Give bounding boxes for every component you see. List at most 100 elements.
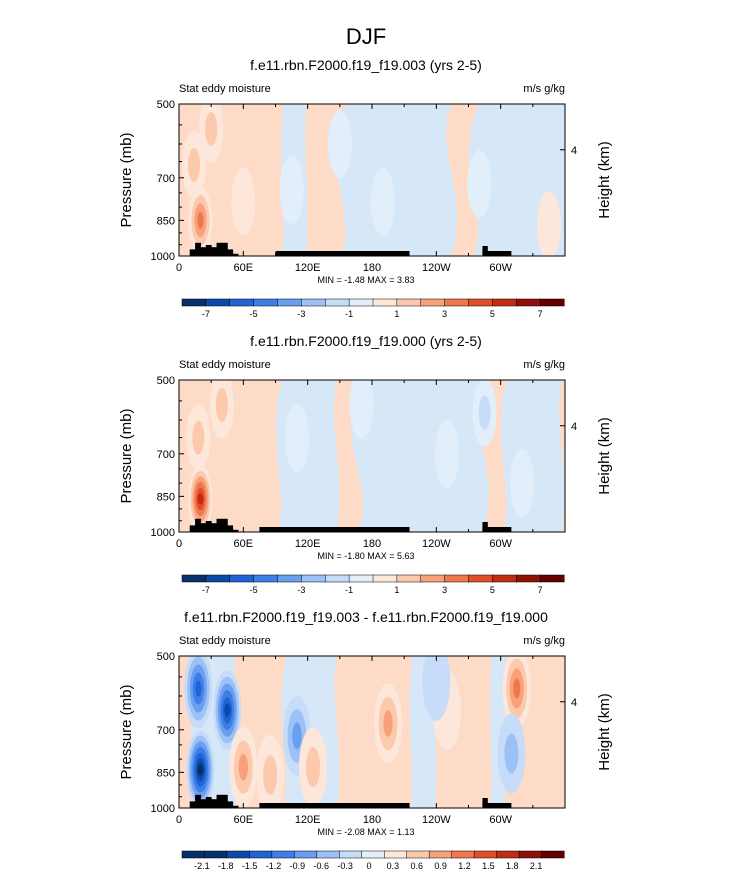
colorbar-label: -0.6 — [314, 861, 330, 871]
topography-bar — [232, 805, 239, 808]
contour-blob-2 — [224, 703, 231, 717]
colorbar-label: -5 — [250, 585, 258, 595]
field-negative-band — [275, 380, 340, 532]
x-tick-label: 60E — [234, 538, 254, 550]
colorbar-label: -7 — [202, 309, 210, 319]
x-tick-label: 120W — [422, 814, 451, 826]
chart-panel-1: f.e11.rbn.F2000.f19_f19.003 (yrs 2-5) Sta… — [118, 57, 613, 319]
colorbar-swatch — [518, 850, 543, 859]
topography-plateau — [275, 251, 410, 256]
contour-blob-10 — [513, 678, 521, 699]
colorbar-swatch — [348, 298, 374, 307]
contour-blob-7 — [306, 747, 321, 788]
field-negative-band — [335, 104, 457, 256]
contour-blob-3 — [195, 680, 202, 697]
contour-blob-5 — [263, 754, 278, 795]
y-tick-label: 500 — [157, 651, 175, 663]
colorbar-swatch — [253, 574, 279, 583]
topography-bar — [227, 801, 234, 808]
x-tick-label: 60E — [234, 814, 254, 826]
x-tick-label: 60W — [489, 538, 512, 550]
colorbar-swatch — [451, 850, 475, 859]
colorbar-label: -3 — [297, 585, 305, 595]
topography-bar — [232, 253, 239, 256]
topography-bar — [221, 242, 228, 256]
colorbar-swatch — [516, 298, 541, 307]
colorbar-swatch — [271, 850, 295, 859]
colorbar-swatch — [277, 298, 302, 307]
colorbar-label: -2.1 — [194, 861, 210, 871]
colorbar-swatch — [396, 574, 422, 583]
field-negative-band — [351, 380, 490, 532]
colorbar-swatch — [444, 574, 470, 583]
contour-blob-4 — [231, 167, 256, 236]
topography-andes-base — [482, 527, 512, 532]
colorbar-swatch — [339, 850, 363, 859]
contour-blob-6 — [435, 419, 460, 488]
contour-blob-8 — [510, 449, 535, 518]
colorbar-label: 1 — [394, 585, 399, 595]
topography-bar — [232, 529, 239, 532]
colorbar-label: 0.9 — [434, 861, 447, 871]
contour-blob-1 — [197, 764, 204, 776]
colorbar-swatch — [396, 298, 422, 307]
colorbar-swatch — [325, 298, 350, 307]
y-tick-label: 850 — [157, 491, 175, 503]
topography-plateau — [259, 527, 410, 532]
y-tick-label: 700 — [157, 449, 175, 461]
contour-blob-5 — [349, 380, 374, 439]
topography-bar — [195, 242, 201, 256]
topography-bar — [211, 523, 218, 532]
y-tick-label: 1000 — [151, 803, 175, 815]
colorbar-label: 5 — [490, 309, 495, 319]
colorbar-label: 7 — [538, 585, 543, 595]
chart-title: f.e11.rbn.F2000.f19_f19.000 (yrs 2-5) — [250, 333, 482, 349]
colorbar-swatch — [541, 850, 565, 859]
colorbar-swatch — [249, 850, 273, 859]
colorbar-label: 1 — [394, 309, 399, 319]
x-tick-label: 60W — [489, 814, 512, 826]
topography-bar — [205, 797, 212, 808]
y-right-tick-label: 4 — [571, 697, 577, 709]
colorbar-label: -7 — [202, 585, 210, 595]
chart-left-label: Stat eddy moisture — [179, 359, 271, 371]
contour-blob-1 — [197, 493, 204, 505]
colorbar-label: 3 — [442, 309, 447, 319]
x-tick-label: 120E — [295, 814, 321, 826]
topography-bar — [211, 247, 218, 256]
colorbar-swatch — [420, 298, 446, 307]
y-tick-label: 850 — [157, 767, 175, 779]
topography-bar — [227, 525, 234, 532]
x-tick-label: 0 — [176, 814, 182, 826]
contour-blob-7 — [478, 395, 491, 430]
y-tick-label: 700 — [157, 725, 175, 737]
contour-blob-4 — [284, 403, 309, 472]
colorbar-swatch — [277, 574, 302, 583]
colorbar-swatch — [294, 850, 318, 859]
colorbar-swatch — [316, 850, 340, 859]
x-tick-label: 120E — [295, 538, 321, 550]
colorbar-swatch — [229, 298, 255, 307]
chart-field — [179, 104, 565, 256]
topography-bar — [200, 247, 207, 256]
colorbar-label: 0 — [367, 861, 372, 871]
contour-blob-5 — [279, 155, 304, 224]
y-right-tick-label: 4 — [571, 421, 577, 433]
chart-right-label: m/s g/kg — [523, 359, 565, 371]
x-tick-label: 120E — [295, 262, 321, 274]
topography-bar — [216, 518, 223, 532]
y-axis-title: Pressure (mb) — [118, 132, 135, 227]
colorbar-label: 2.1 — [530, 861, 543, 871]
colorbar-swatch — [181, 298, 207, 307]
chart-stats: MIN = -1.80 MAX = 5.63 — [317, 551, 414, 561]
chart-right-label: m/s g/kg — [523, 83, 565, 95]
y-axis-right-title: Height (km) — [596, 141, 613, 219]
topography-bar — [189, 801, 196, 808]
x-tick-label: 0 — [176, 538, 182, 550]
colorbar-swatch — [301, 574, 326, 583]
colorbar-swatch — [348, 574, 374, 583]
colorbar-swatch — [383, 850, 408, 859]
colorbar-swatch — [205, 574, 231, 583]
colorbar-swatch — [492, 298, 517, 307]
